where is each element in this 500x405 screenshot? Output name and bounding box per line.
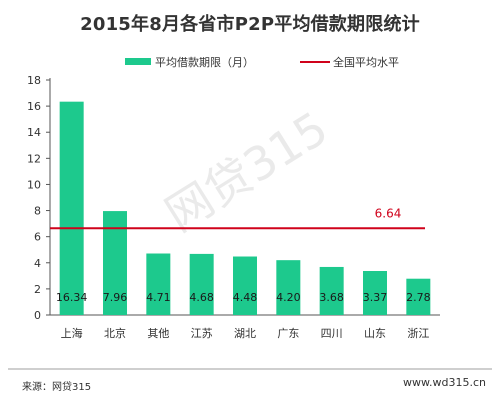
average-value-label: 6.64 bbox=[375, 206, 402, 220]
site-url: www.wd315.cn bbox=[403, 376, 486, 389]
bar-value-label: 4.68 bbox=[189, 291, 214, 304]
footer-divider bbox=[8, 368, 492, 370]
x-tick-label: 上海 bbox=[61, 326, 83, 340]
bar bbox=[233, 256, 257, 315]
bar bbox=[363, 271, 387, 315]
bar bbox=[146, 253, 171, 315]
x-tick-label: 江苏 bbox=[191, 327, 213, 340]
bar-value-label: 3.37 bbox=[363, 291, 388, 304]
legend-label-line: 全国平均水平 bbox=[333, 55, 399, 69]
y-tick-label: 18 bbox=[27, 74, 41, 87]
y-tick-label: 14 bbox=[27, 126, 41, 139]
y-tick-label: 12 bbox=[27, 152, 41, 165]
bar-value-label: 16.34 bbox=[56, 291, 88, 304]
y-tick-label: 8 bbox=[34, 205, 41, 218]
bar bbox=[189, 253, 214, 315]
y-tick-label: 4 bbox=[34, 257, 41, 270]
source-label: 来源：网贷315 bbox=[22, 382, 92, 393]
bar bbox=[406, 278, 431, 315]
x-tick-label: 其他 bbox=[147, 327, 169, 340]
y-tick-label: 2 bbox=[34, 283, 41, 296]
bar-value-label: 4.20 bbox=[276, 291, 301, 304]
chart-title: 2015年8月各省市P2P平均借款期限统计 bbox=[80, 14, 420, 35]
bar-value-label: 7.96 bbox=[103, 291, 128, 304]
bar-value-label: 4.71 bbox=[146, 291, 171, 304]
x-tick-label: 北京 bbox=[104, 326, 126, 340]
x-tick-label: 四川 bbox=[321, 327, 343, 340]
bar-value-label: 2.78 bbox=[406, 291, 431, 304]
bar-value-label: 4.48 bbox=[233, 291, 258, 304]
watermark-text: 网贷315 bbox=[156, 101, 337, 242]
bar-value-label: 3.68 bbox=[319, 291, 344, 304]
x-tick-label: 湖北 bbox=[234, 327, 256, 340]
bar bbox=[276, 260, 301, 315]
legend-label-bar: 平均借款期限（月） bbox=[155, 55, 254, 69]
y-tick-label: 10 bbox=[27, 178, 41, 191]
x-tick-label: 山东 bbox=[364, 327, 386, 340]
y-tick-label: 6 bbox=[34, 231, 41, 244]
x-tick-label: 浙江 bbox=[407, 327, 429, 340]
x-tick-label: 广东 bbox=[277, 327, 299, 340]
bar bbox=[59, 101, 84, 315]
y-tick-label: 16 bbox=[27, 100, 41, 113]
legend-swatch-bar bbox=[125, 58, 151, 65]
bar bbox=[319, 266, 344, 315]
y-tick-label: 0 bbox=[34, 309, 41, 322]
